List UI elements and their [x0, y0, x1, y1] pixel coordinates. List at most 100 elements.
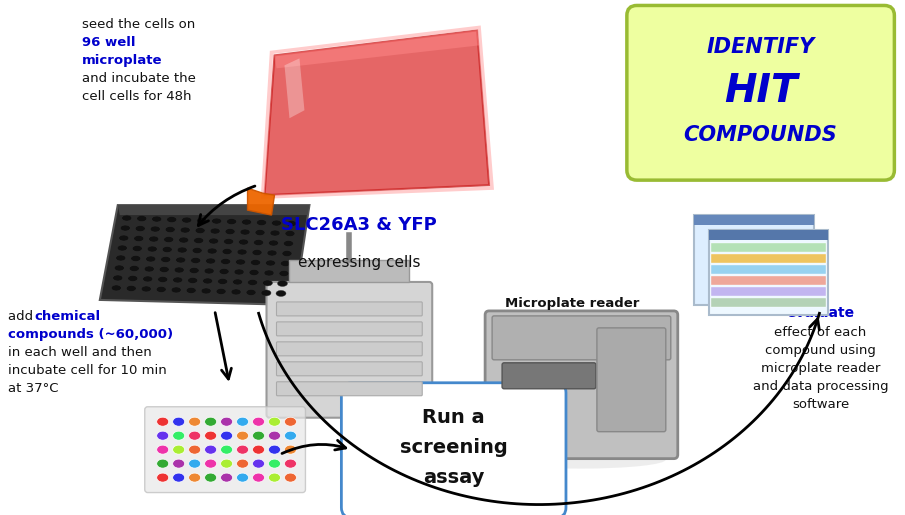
FancyBboxPatch shape — [502, 363, 595, 389]
Ellipse shape — [283, 241, 293, 247]
Ellipse shape — [166, 227, 176, 233]
Ellipse shape — [285, 231, 295, 236]
Ellipse shape — [236, 431, 249, 440]
Ellipse shape — [217, 279, 227, 284]
FancyBboxPatch shape — [145, 407, 306, 492]
Text: microplate: microplate — [81, 55, 162, 67]
FancyBboxPatch shape — [709, 230, 828, 240]
Ellipse shape — [252, 431, 264, 440]
Ellipse shape — [187, 278, 197, 283]
Ellipse shape — [195, 228, 205, 233]
Polygon shape — [248, 188, 274, 215]
Ellipse shape — [157, 459, 168, 468]
Ellipse shape — [225, 229, 235, 234]
Ellipse shape — [256, 219, 266, 226]
Ellipse shape — [114, 265, 124, 271]
Ellipse shape — [235, 259, 245, 265]
Ellipse shape — [221, 459, 233, 468]
Ellipse shape — [201, 288, 211, 294]
Ellipse shape — [203, 278, 213, 284]
Ellipse shape — [252, 417, 264, 426]
FancyBboxPatch shape — [277, 342, 423, 356]
Text: IDENTIFY: IDENTIFY — [707, 38, 814, 57]
FancyBboxPatch shape — [277, 362, 423, 376]
Ellipse shape — [141, 286, 151, 292]
Ellipse shape — [205, 258, 215, 264]
Ellipse shape — [246, 289, 256, 296]
Ellipse shape — [240, 229, 250, 235]
Ellipse shape — [224, 238, 233, 245]
Ellipse shape — [194, 237, 204, 244]
Ellipse shape — [157, 445, 168, 454]
FancyBboxPatch shape — [710, 254, 826, 263]
Ellipse shape — [134, 235, 144, 242]
Ellipse shape — [216, 288, 226, 295]
Ellipse shape — [191, 258, 201, 264]
FancyBboxPatch shape — [290, 260, 409, 282]
Ellipse shape — [143, 276, 153, 282]
Ellipse shape — [249, 269, 259, 276]
FancyBboxPatch shape — [694, 215, 814, 225]
Ellipse shape — [130, 255, 141, 262]
Ellipse shape — [111, 285, 121, 291]
Ellipse shape — [242, 219, 252, 225]
FancyBboxPatch shape — [710, 243, 826, 252]
Text: compound using: compound using — [765, 344, 876, 357]
Ellipse shape — [252, 249, 262, 255]
Ellipse shape — [152, 216, 162, 222]
Ellipse shape — [192, 248, 202, 253]
Ellipse shape — [196, 217, 206, 224]
Ellipse shape — [173, 459, 185, 468]
Ellipse shape — [157, 473, 168, 482]
Text: Run a: Run a — [423, 408, 485, 427]
FancyBboxPatch shape — [485, 311, 678, 459]
Ellipse shape — [239, 239, 249, 245]
Ellipse shape — [284, 431, 297, 440]
Ellipse shape — [173, 473, 185, 482]
Ellipse shape — [186, 287, 196, 294]
FancyBboxPatch shape — [709, 230, 828, 315]
Text: at 37°C: at 37°C — [8, 382, 59, 395]
Ellipse shape — [269, 445, 281, 454]
Polygon shape — [284, 58, 304, 118]
Ellipse shape — [116, 255, 126, 261]
Ellipse shape — [221, 431, 233, 440]
Ellipse shape — [255, 230, 265, 235]
Ellipse shape — [182, 217, 192, 223]
Ellipse shape — [262, 280, 272, 286]
Ellipse shape — [237, 249, 247, 255]
Ellipse shape — [171, 287, 181, 293]
Polygon shape — [118, 205, 310, 215]
Ellipse shape — [173, 277, 183, 283]
Text: software: software — [792, 398, 849, 411]
Ellipse shape — [167, 217, 176, 222]
FancyBboxPatch shape — [266, 282, 433, 418]
Ellipse shape — [177, 247, 187, 253]
Ellipse shape — [212, 218, 222, 224]
Text: SLC26A3 & YFP: SLC26A3 & YFP — [281, 216, 437, 234]
Ellipse shape — [236, 417, 249, 426]
Ellipse shape — [176, 257, 186, 263]
Ellipse shape — [221, 259, 231, 265]
Ellipse shape — [161, 256, 171, 263]
FancyBboxPatch shape — [492, 316, 671, 360]
Ellipse shape — [222, 249, 232, 254]
Ellipse shape — [180, 227, 190, 233]
Ellipse shape — [252, 445, 264, 454]
Ellipse shape — [221, 417, 233, 426]
Ellipse shape — [118, 245, 128, 251]
Ellipse shape — [265, 260, 275, 266]
Ellipse shape — [188, 431, 201, 440]
Ellipse shape — [128, 276, 138, 282]
Ellipse shape — [281, 261, 291, 266]
Ellipse shape — [189, 267, 199, 273]
Ellipse shape — [221, 445, 233, 454]
Ellipse shape — [159, 266, 169, 272]
Text: expressing cells: expressing cells — [298, 255, 421, 270]
Text: and incubate the: and incubate the — [81, 72, 195, 85]
Ellipse shape — [157, 431, 168, 440]
Ellipse shape — [120, 225, 130, 231]
Text: effect of each: effect of each — [775, 326, 867, 339]
Ellipse shape — [137, 216, 147, 221]
Text: compounds (~60,000): compounds (~60,000) — [8, 328, 173, 341]
